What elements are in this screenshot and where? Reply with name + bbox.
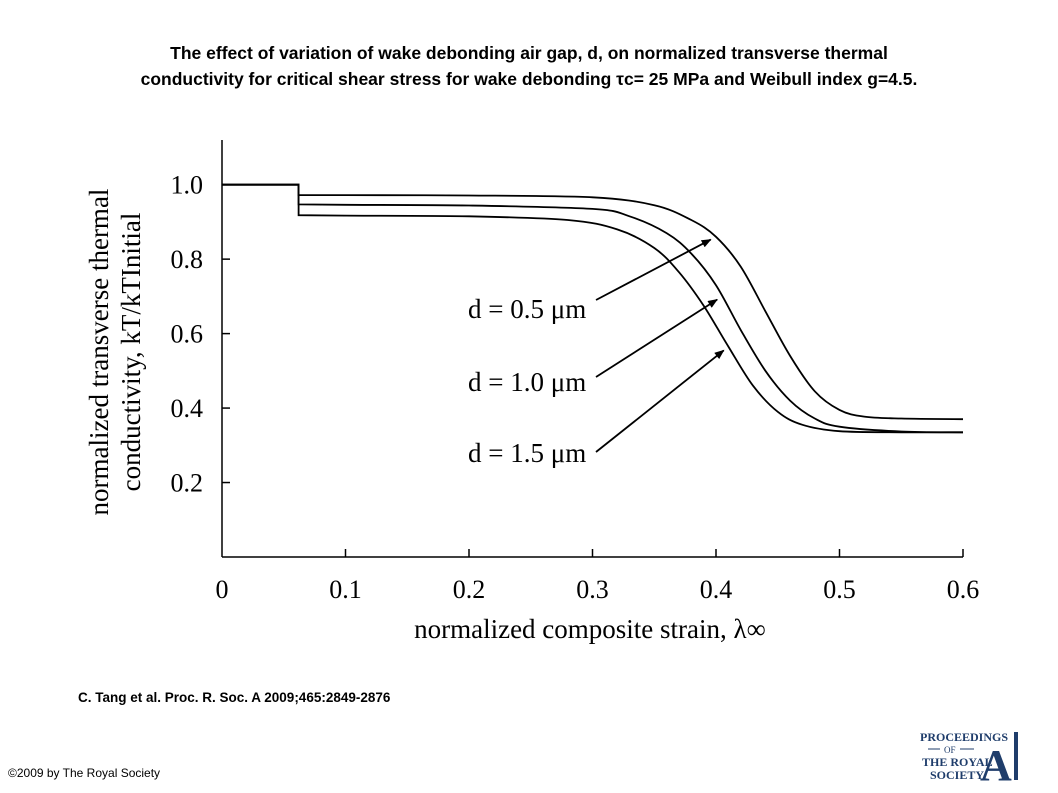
series-arrow-1 (595, 298, 718, 378)
series-line-0 (222, 183, 964, 421)
copyright: ©2009 by The Royal Society (8, 766, 161, 780)
royal-society-logo: PROCEEDINGS OF THE ROYAL SOCIETY A (920, 730, 1018, 784)
y-tick-label-1: 0.4 (171, 394, 204, 423)
series-label-2: d = 1.5 μm (468, 438, 586, 468)
x-tick-label-1: 0.1 (329, 575, 362, 604)
series-line-2 (222, 183, 964, 434)
y-tick-label-2: 0.6 (171, 320, 204, 349)
y-axis-label: normalized transverse thermal conductivi… (84, 189, 146, 516)
y-axis-label-line2: conductivity, kT/kTInitial (116, 213, 146, 492)
x-tick-label-4: 0.4 (700, 575, 733, 604)
x-tick-label-5: 0.5 (823, 575, 856, 604)
series-label-0: d = 0.5 μm (468, 294, 586, 324)
chart-axes: 0 0.1 0.2 0.3 0.4 0.5 0.6 0.2 0.4 0.6 0.8 1.0 (171, 140, 980, 604)
logo-letter: A (980, 741, 1012, 784)
citation: C. Tang et al. Proc. R. Soc. A 2009;465:… (78, 690, 391, 705)
logo-line2: OF (944, 745, 956, 755)
logo-side-bar (1014, 732, 1018, 780)
title-line-1: The effect of variation of wake debondin… (170, 43, 888, 63)
x-tick-label-0: 0 (216, 575, 229, 604)
title-line-2: conductivity for critical shear stress f… (140, 69, 918, 89)
chart-series (222, 183, 964, 434)
y-tick-label-3: 0.8 (171, 245, 204, 274)
logo-line1: PROCEEDINGS (920, 730, 1008, 744)
y-tick-label-4: 1.0 (171, 171, 204, 200)
logo-line4: SOCIETY (930, 768, 984, 782)
series-arrow-0 (595, 238, 712, 301)
series-arrow-2 (595, 349, 725, 453)
x-axis-label: normalized composite strain, λ∞ (414, 614, 766, 644)
x-tick-label-3: 0.3 (576, 575, 609, 604)
logo-line3: THE ROYAL (922, 755, 993, 769)
chart-title: The effect of variation of wake debondin… (20, 40, 1038, 92)
y-axis-label-line1: normalized transverse thermal (84, 189, 114, 516)
series-label-1: d = 1.0 μm (468, 367, 586, 397)
x-tick-label-2: 0.2 (453, 575, 486, 604)
chart-annotations: d = 0.5 μm d = 1.0 μm d = 1.5 μm (468, 238, 725, 468)
x-tick-label-6: 0.6 (947, 575, 980, 604)
y-tick-label-0: 0.2 (171, 469, 204, 498)
series-line-1 (222, 183, 964, 434)
